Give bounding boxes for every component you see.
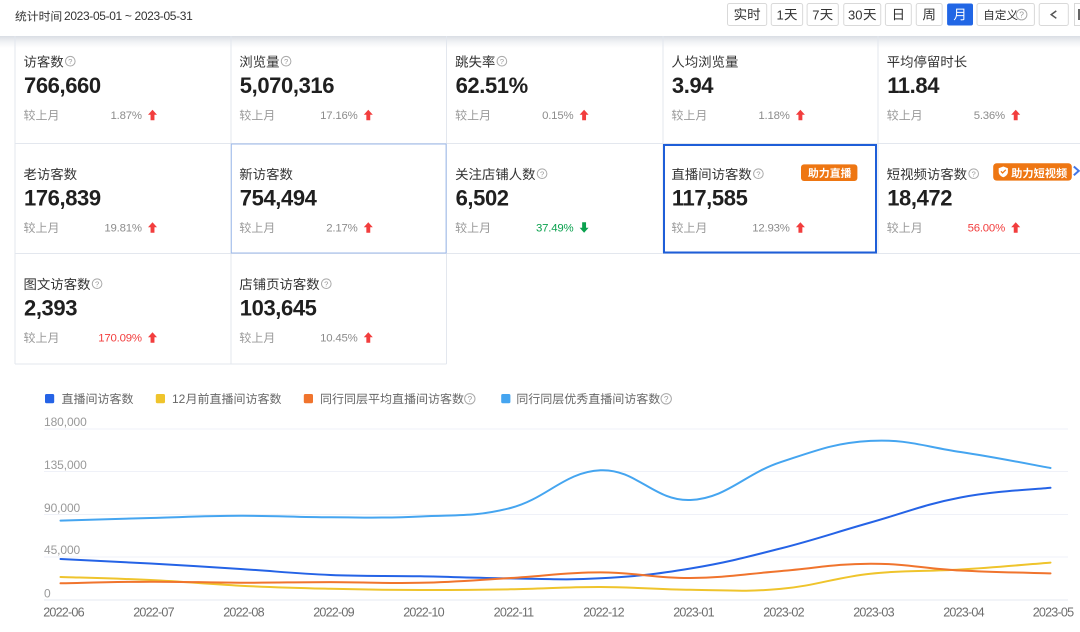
svg-text:5.36%: 5.36% <box>974 110 1005 122</box>
svg-text:18,472: 18,472 <box>887 185 952 210</box>
svg-text:2022-07: 2022-07 <box>133 606 174 620</box>
svg-text:?: ? <box>467 394 472 404</box>
svg-text:2,393: 2,393 <box>24 295 77 320</box>
svg-text:6,502: 6,502 <box>456 185 509 210</box>
svg-text:?: ? <box>500 57 504 66</box>
svg-text:0: 0 <box>44 587 51 601</box>
svg-text:117,585: 117,585 <box>672 185 748 210</box>
svg-text:?: ? <box>68 57 72 66</box>
svg-text:135,000: 135,000 <box>44 458 87 472</box>
svg-text:?: ? <box>756 169 760 178</box>
svg-text:2023-05-01 ~ 2023-05-31: 2023-05-01 ~ 2023-05-31 <box>64 9 193 23</box>
svg-text:103,645: 103,645 <box>240 295 317 320</box>
svg-text:12.93%: 12.93% <box>752 223 790 235</box>
svg-text:176,839: 176,839 <box>24 185 101 210</box>
svg-text:2022-09: 2022-09 <box>313 606 354 620</box>
svg-text:30: 30 <box>848 7 862 22</box>
svg-text:2.17%: 2.17% <box>326 223 357 235</box>
svg-text:37.49%: 37.49% <box>536 223 574 235</box>
svg-text:?: ? <box>324 279 328 288</box>
svg-text:10.45%: 10.45% <box>320 333 358 345</box>
svg-text:7: 7 <box>812 7 819 22</box>
svg-text:11.84: 11.84 <box>887 73 940 98</box>
svg-text:2022-11: 2022-11 <box>494 606 534 620</box>
svg-text:1.87%: 1.87% <box>110 110 141 122</box>
svg-text:2022-08: 2022-08 <box>223 606 264 620</box>
svg-text:45,000: 45,000 <box>44 543 81 557</box>
svg-text:?: ? <box>972 169 976 178</box>
svg-text:754,494: 754,494 <box>240 185 318 210</box>
svg-text:17.16%: 17.16% <box>320 110 358 122</box>
svg-text:1.18%: 1.18% <box>758 110 789 122</box>
svg-text:2023-05: 2023-05 <box>1033 606 1074 620</box>
svg-text:2023-01: 2023-01 <box>673 606 714 620</box>
svg-text:5,070,316: 5,070,316 <box>240 73 334 98</box>
svg-text:3.94: 3.94 <box>672 73 714 98</box>
svg-text:90,000: 90,000 <box>44 501 81 515</box>
svg-text:180,000: 180,000 <box>44 415 87 429</box>
svg-text:1: 1 <box>776 7 783 22</box>
svg-text:2022-12: 2022-12 <box>583 606 624 620</box>
svg-text:?: ? <box>1019 10 1024 20</box>
svg-text:2023-03: 2023-03 <box>853 606 894 620</box>
svg-text:?: ? <box>284 57 288 66</box>
svg-text:?: ? <box>540 169 544 178</box>
svg-text:170.09%: 170.09% <box>98 333 142 345</box>
svg-text:62.51%: 62.51% <box>456 73 528 98</box>
svg-text:?: ? <box>95 279 99 288</box>
svg-text:12: 12 <box>172 392 186 406</box>
svg-text:2022-06: 2022-06 <box>43 606 84 620</box>
svg-text:2023-02: 2023-02 <box>763 606 804 620</box>
svg-text:2023-04: 2023-04 <box>943 606 984 620</box>
svg-text:2022-10: 2022-10 <box>403 606 444 620</box>
svg-text:?: ? <box>664 394 669 404</box>
svg-text:56.00%: 56.00% <box>968 223 1006 235</box>
svg-text:766,660: 766,660 <box>24 73 101 98</box>
svg-text:19.81%: 19.81% <box>104 223 142 235</box>
svg-text:0.15%: 0.15% <box>542 110 573 122</box>
